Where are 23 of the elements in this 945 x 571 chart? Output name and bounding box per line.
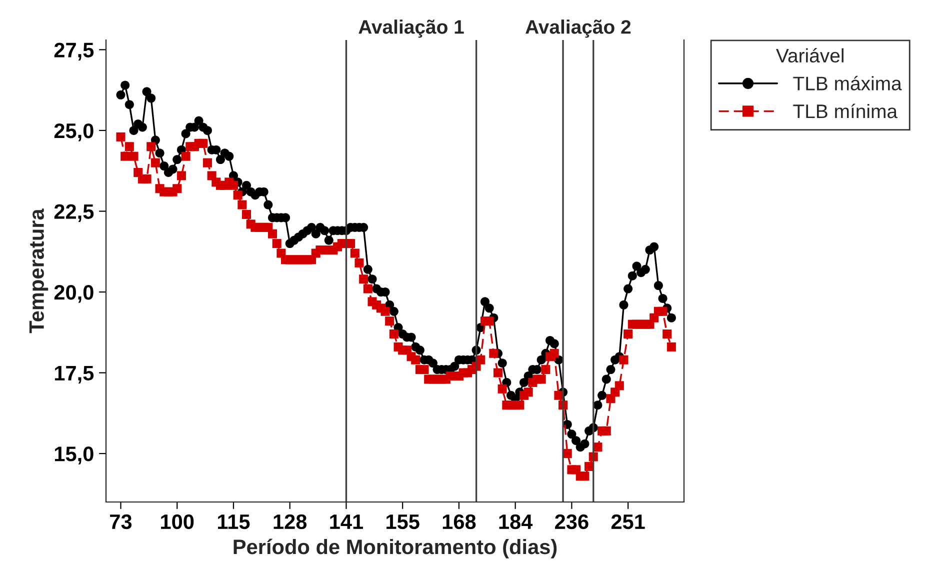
x-tick-label: 100 xyxy=(161,514,194,530)
y-axis-title: Temperatura xyxy=(29,208,48,334)
text: Avaliação 1 xyxy=(358,20,464,38)
y-tick-label: 20,0 xyxy=(54,285,94,303)
y-tick-label: 22,5 xyxy=(54,204,94,222)
x-tick-label: 141 xyxy=(330,514,364,529)
x-tick-label: 184 xyxy=(499,514,533,530)
y-tick-label: 17,5 xyxy=(54,366,94,384)
y-tick-label: 15,0 xyxy=(54,446,94,464)
text: Avaliação 2 xyxy=(526,20,631,38)
y-tick-label: 25,0 xyxy=(54,123,94,142)
x-tick-label: 155 xyxy=(386,514,420,530)
legend-label: TLB máxima xyxy=(793,76,902,90)
legend-label: TLB mínima xyxy=(793,104,898,118)
y-tick-label: 27,5 xyxy=(54,42,94,60)
x-tick-label: 115 xyxy=(218,514,250,530)
x-tick-label: 168 xyxy=(442,514,476,530)
x-axis-title: Período de Monitoramento (dias) xyxy=(234,538,557,558)
x-tick-label: 236 xyxy=(555,514,588,530)
x-tick-label: 251 xyxy=(611,514,645,530)
x-tick-label: 128 xyxy=(274,514,307,530)
legend-title: Variável xyxy=(776,48,844,63)
x-tick-label: 73 xyxy=(110,514,132,530)
